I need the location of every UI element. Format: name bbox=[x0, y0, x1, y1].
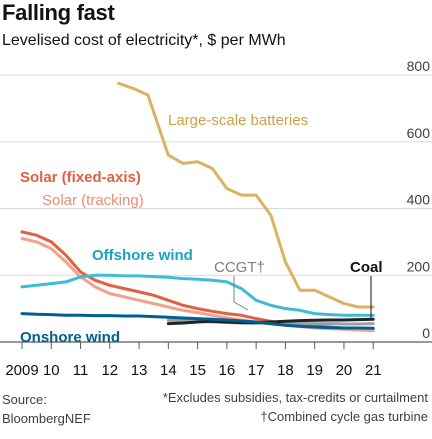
series-line-coal bbox=[166, 317, 375, 326]
y-tick-label: 0 bbox=[422, 325, 430, 341]
x-tick-label: 2009 bbox=[5, 362, 38, 379]
x-tick-label: 10 bbox=[43, 362, 60, 379]
footnote-subsidies: *Excludes subsidies, tax-credits or curt… bbox=[162, 390, 428, 405]
source-label: Source: bbox=[2, 392, 47, 407]
y-tick-label: 600 bbox=[407, 125, 431, 141]
series-label: CCGT† bbox=[214, 259, 265, 276]
series-label: Solar (fixed-axis) bbox=[20, 169, 141, 186]
series-line-large-scale-batteries bbox=[117, 81, 375, 309]
y-tick-label: 200 bbox=[407, 258, 431, 274]
footnote-ccgt: †Combined cycle gas turbine bbox=[260, 409, 428, 424]
x-tick-label: 14 bbox=[160, 362, 177, 379]
series-line-offshore-wind bbox=[20, 273, 375, 317]
source-note: Source: BloombergNEF bbox=[2, 390, 91, 428]
series-label: Offshore wind bbox=[92, 247, 193, 264]
x-tick-label: 17 bbox=[248, 362, 265, 379]
x-tick-label: 15 bbox=[189, 362, 206, 379]
series-label: Coal bbox=[350, 259, 383, 276]
source-name: BloombergNEF bbox=[2, 411, 91, 426]
x-tick-label: 20 bbox=[336, 362, 353, 379]
series-label: Large-scale batteries bbox=[168, 112, 308, 129]
chart-subtitle: Levelised cost of electricity*, $ per MW… bbox=[2, 32, 286, 49]
y-tick-label: 800 bbox=[407, 58, 431, 74]
x-tick-label: 13 bbox=[131, 362, 148, 379]
x-tick-label: 21 bbox=[365, 362, 382, 379]
series-label: Solar (tracking) bbox=[42, 192, 144, 209]
x-tick-label: 11 bbox=[73, 362, 89, 379]
x-tick-label: 19 bbox=[306, 362, 323, 379]
x-tick-label: 18 bbox=[277, 362, 294, 379]
series-line-solar-tracking bbox=[20, 237, 375, 333]
ccgt-leader-line bbox=[233, 276, 249, 311]
series-label: Onshore wind bbox=[20, 329, 120, 346]
chart-title: Falling fast bbox=[2, 0, 115, 25]
x-tick-label: 16 bbox=[219, 362, 236, 379]
series-line-onshore-wind bbox=[20, 312, 375, 330]
y-tick-label: 400 bbox=[407, 192, 431, 208]
x-tick-label: 12 bbox=[101, 362, 118, 379]
